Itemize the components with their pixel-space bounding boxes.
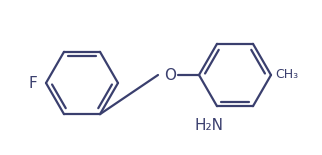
Text: O: O — [164, 67, 176, 82]
Text: F: F — [28, 75, 37, 91]
Text: H₂N: H₂N — [194, 118, 223, 133]
Text: CH₃: CH₃ — [275, 69, 298, 82]
